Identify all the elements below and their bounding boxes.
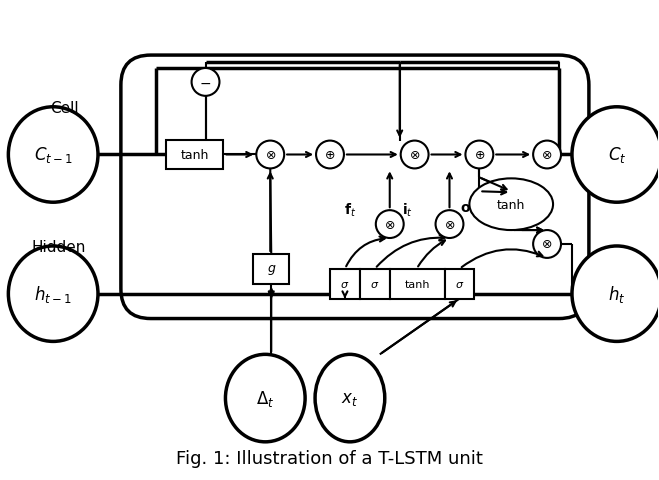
- Circle shape: [256, 141, 284, 169]
- Text: Cell: Cell: [50, 101, 78, 116]
- Text: $\otimes$: $\otimes$: [542, 238, 553, 251]
- Ellipse shape: [225, 355, 305, 442]
- FancyBboxPatch shape: [389, 269, 445, 299]
- Text: $\otimes$: $\otimes$: [409, 149, 420, 162]
- Circle shape: [436, 211, 463, 239]
- Ellipse shape: [315, 355, 385, 442]
- Circle shape: [192, 69, 219, 96]
- FancyBboxPatch shape: [165, 140, 223, 170]
- Text: $\mathbf{i}_t$: $\mathbf{i}_t$: [402, 201, 413, 218]
- Text: Hidden: Hidden: [32, 240, 86, 255]
- Text: $h_{t-1}$: $h_{t-1}$: [34, 284, 72, 304]
- Text: $\oplus$: $\oplus$: [324, 149, 335, 162]
- Text: $-$: $-$: [200, 76, 212, 90]
- Circle shape: [533, 230, 561, 258]
- Circle shape: [465, 141, 494, 169]
- Text: $\otimes$: $\otimes$: [444, 218, 455, 231]
- Text: $\otimes$: $\otimes$: [542, 149, 553, 162]
- Text: $\oplus$: $\oplus$: [474, 149, 485, 162]
- Text: $\sigma$: $\sigma$: [370, 279, 380, 289]
- Text: $\otimes$: $\otimes$: [384, 218, 395, 231]
- Circle shape: [376, 211, 404, 239]
- Text: Fig. 1: Illustration of a T-LSTM unit: Fig. 1: Illustration of a T-LSTM unit: [176, 449, 483, 467]
- Text: tanh: tanh: [405, 279, 430, 289]
- Ellipse shape: [9, 246, 98, 342]
- Circle shape: [533, 141, 561, 169]
- Ellipse shape: [9, 108, 98, 203]
- Text: $C_{t-1}$: $C_{t-1}$: [34, 145, 72, 165]
- Text: $\sigma$: $\sigma$: [455, 279, 464, 289]
- Text: tanh: tanh: [497, 198, 525, 211]
- FancyBboxPatch shape: [330, 269, 360, 299]
- FancyBboxPatch shape: [253, 254, 289, 284]
- Text: $\Delta_t$: $\Delta_t$: [256, 388, 275, 408]
- FancyBboxPatch shape: [360, 269, 389, 299]
- Text: $x_t$: $x_t$: [341, 389, 358, 407]
- Ellipse shape: [469, 179, 553, 230]
- Text: $\mathbf{f}_t$: $\mathbf{f}_t$: [344, 201, 356, 218]
- Text: $\otimes$: $\otimes$: [265, 149, 276, 162]
- Text: $g$: $g$: [266, 262, 276, 276]
- Text: $h_t$: $h_t$: [608, 284, 625, 304]
- Circle shape: [401, 141, 428, 169]
- Text: $\mathbf{o}_t$: $\mathbf{o}_t$: [459, 203, 475, 217]
- Text: $\sigma$: $\sigma$: [340, 279, 349, 289]
- FancyBboxPatch shape: [445, 269, 474, 299]
- Circle shape: [316, 141, 344, 169]
- Ellipse shape: [572, 246, 659, 342]
- Ellipse shape: [572, 108, 659, 203]
- Text: $C_t$: $C_t$: [608, 145, 626, 165]
- Text: tanh: tanh: [181, 149, 209, 162]
